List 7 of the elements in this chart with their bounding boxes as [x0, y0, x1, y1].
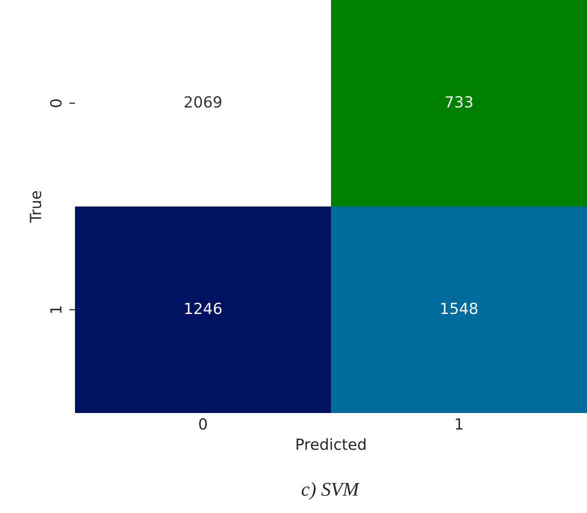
text: c) SVM [302, 482, 360, 500]
data-label: 2069 [184, 96, 222, 108]
data-label: 1246 [185, 302, 222, 314]
data-label: 1548 [441, 302, 478, 314]
data-label: 733 [446, 96, 472, 108]
x-axis-title: Predicted [296, 438, 366, 450]
y-axis-title: True [30, 191, 42, 223]
